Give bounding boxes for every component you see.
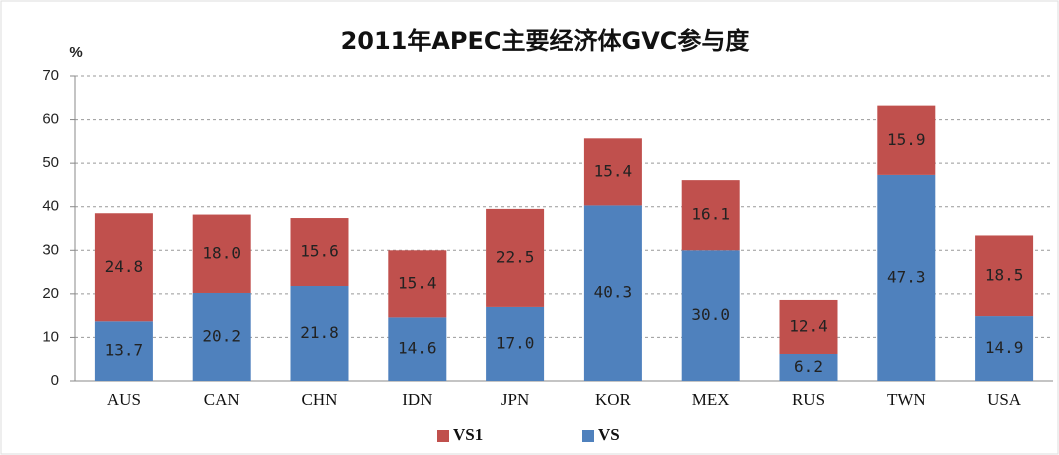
bar-segment <box>388 250 447 318</box>
y-tick-label: 70 <box>42 67 59 84</box>
legend-swatch <box>582 430 594 442</box>
x-tick-label: CAN <box>204 390 240 409</box>
data-label: 47.3 <box>887 267 926 286</box>
data-label: 40.3 <box>594 283 633 302</box>
y-tick-label: 20 <box>42 285 59 302</box>
legend-label: VS <box>598 425 620 444</box>
data-label: 22.5 <box>496 247 535 266</box>
x-tick-label: USA <box>987 390 1022 409</box>
bar-segment <box>388 317 447 381</box>
data-label: 18.0 <box>202 243 241 262</box>
data-label: 30.0 <box>691 305 730 324</box>
x-tick-label: CHN <box>302 390 338 409</box>
x-tick-label: MEX <box>692 390 730 409</box>
data-label: 14.6 <box>398 339 437 358</box>
data-label: 14.9 <box>985 338 1024 357</box>
bar-segment <box>975 235 1034 317</box>
legend-swatch <box>437 430 449 442</box>
x-tick-label: RUS <box>792 390 825 409</box>
data-label: 15.4 <box>594 161 633 180</box>
x-tick-label: TWN <box>887 390 926 409</box>
bar-segment <box>192 292 251 381</box>
data-label: 16.1 <box>691 205 730 224</box>
y-tick-label: 30 <box>42 241 59 258</box>
bar-segment <box>975 316 1034 381</box>
x-tick-label: JPN <box>501 390 529 409</box>
y-tick-label: 60 <box>42 111 59 128</box>
bar-segment <box>681 250 740 381</box>
legend-label: VS1 <box>453 425 483 444</box>
y-tick-label: 10 <box>42 328 59 345</box>
bar-segment <box>94 321 153 381</box>
bar-segment <box>486 208 545 307</box>
y-axis-label: % <box>69 44 82 61</box>
x-tick-label: AUS <box>107 390 141 409</box>
data-label: 6.2 <box>794 357 823 376</box>
bar-segment <box>877 174 936 381</box>
y-tick-label: 40 <box>42 198 59 215</box>
y-tick-label: 50 <box>42 154 59 171</box>
data-label: 15.4 <box>398 273 437 292</box>
y-tick-label: 0 <box>51 372 59 389</box>
bar-segment <box>486 306 545 381</box>
bar-segment <box>94 213 153 322</box>
bar-segment <box>290 218 349 287</box>
data-label: 13.7 <box>105 341 144 360</box>
data-label: 18.5 <box>985 265 1024 284</box>
data-label: 17.0 <box>496 333 535 352</box>
bar-segment <box>779 353 838 381</box>
data-label: 15.6 <box>300 242 339 261</box>
bar-segment <box>681 180 740 251</box>
bar-segment <box>877 105 936 175</box>
chart-title: 2011年APEC主要经济体GVC参与度 <box>341 27 751 55</box>
bar-segment <box>779 299 838 354</box>
x-tick-label: IDN <box>402 390 432 409</box>
data-label: 20.2 <box>202 326 241 345</box>
data-label: 21.8 <box>300 323 339 342</box>
bar-segment <box>192 214 251 293</box>
bar-segment <box>583 138 642 206</box>
data-label: 12.4 <box>789 316 828 335</box>
data-label: 24.8 <box>105 257 144 276</box>
data-label: 15.9 <box>887 130 926 149</box>
bar-segment <box>290 286 349 381</box>
x-tick-label: KOR <box>595 390 632 409</box>
bar-segment <box>583 205 642 381</box>
